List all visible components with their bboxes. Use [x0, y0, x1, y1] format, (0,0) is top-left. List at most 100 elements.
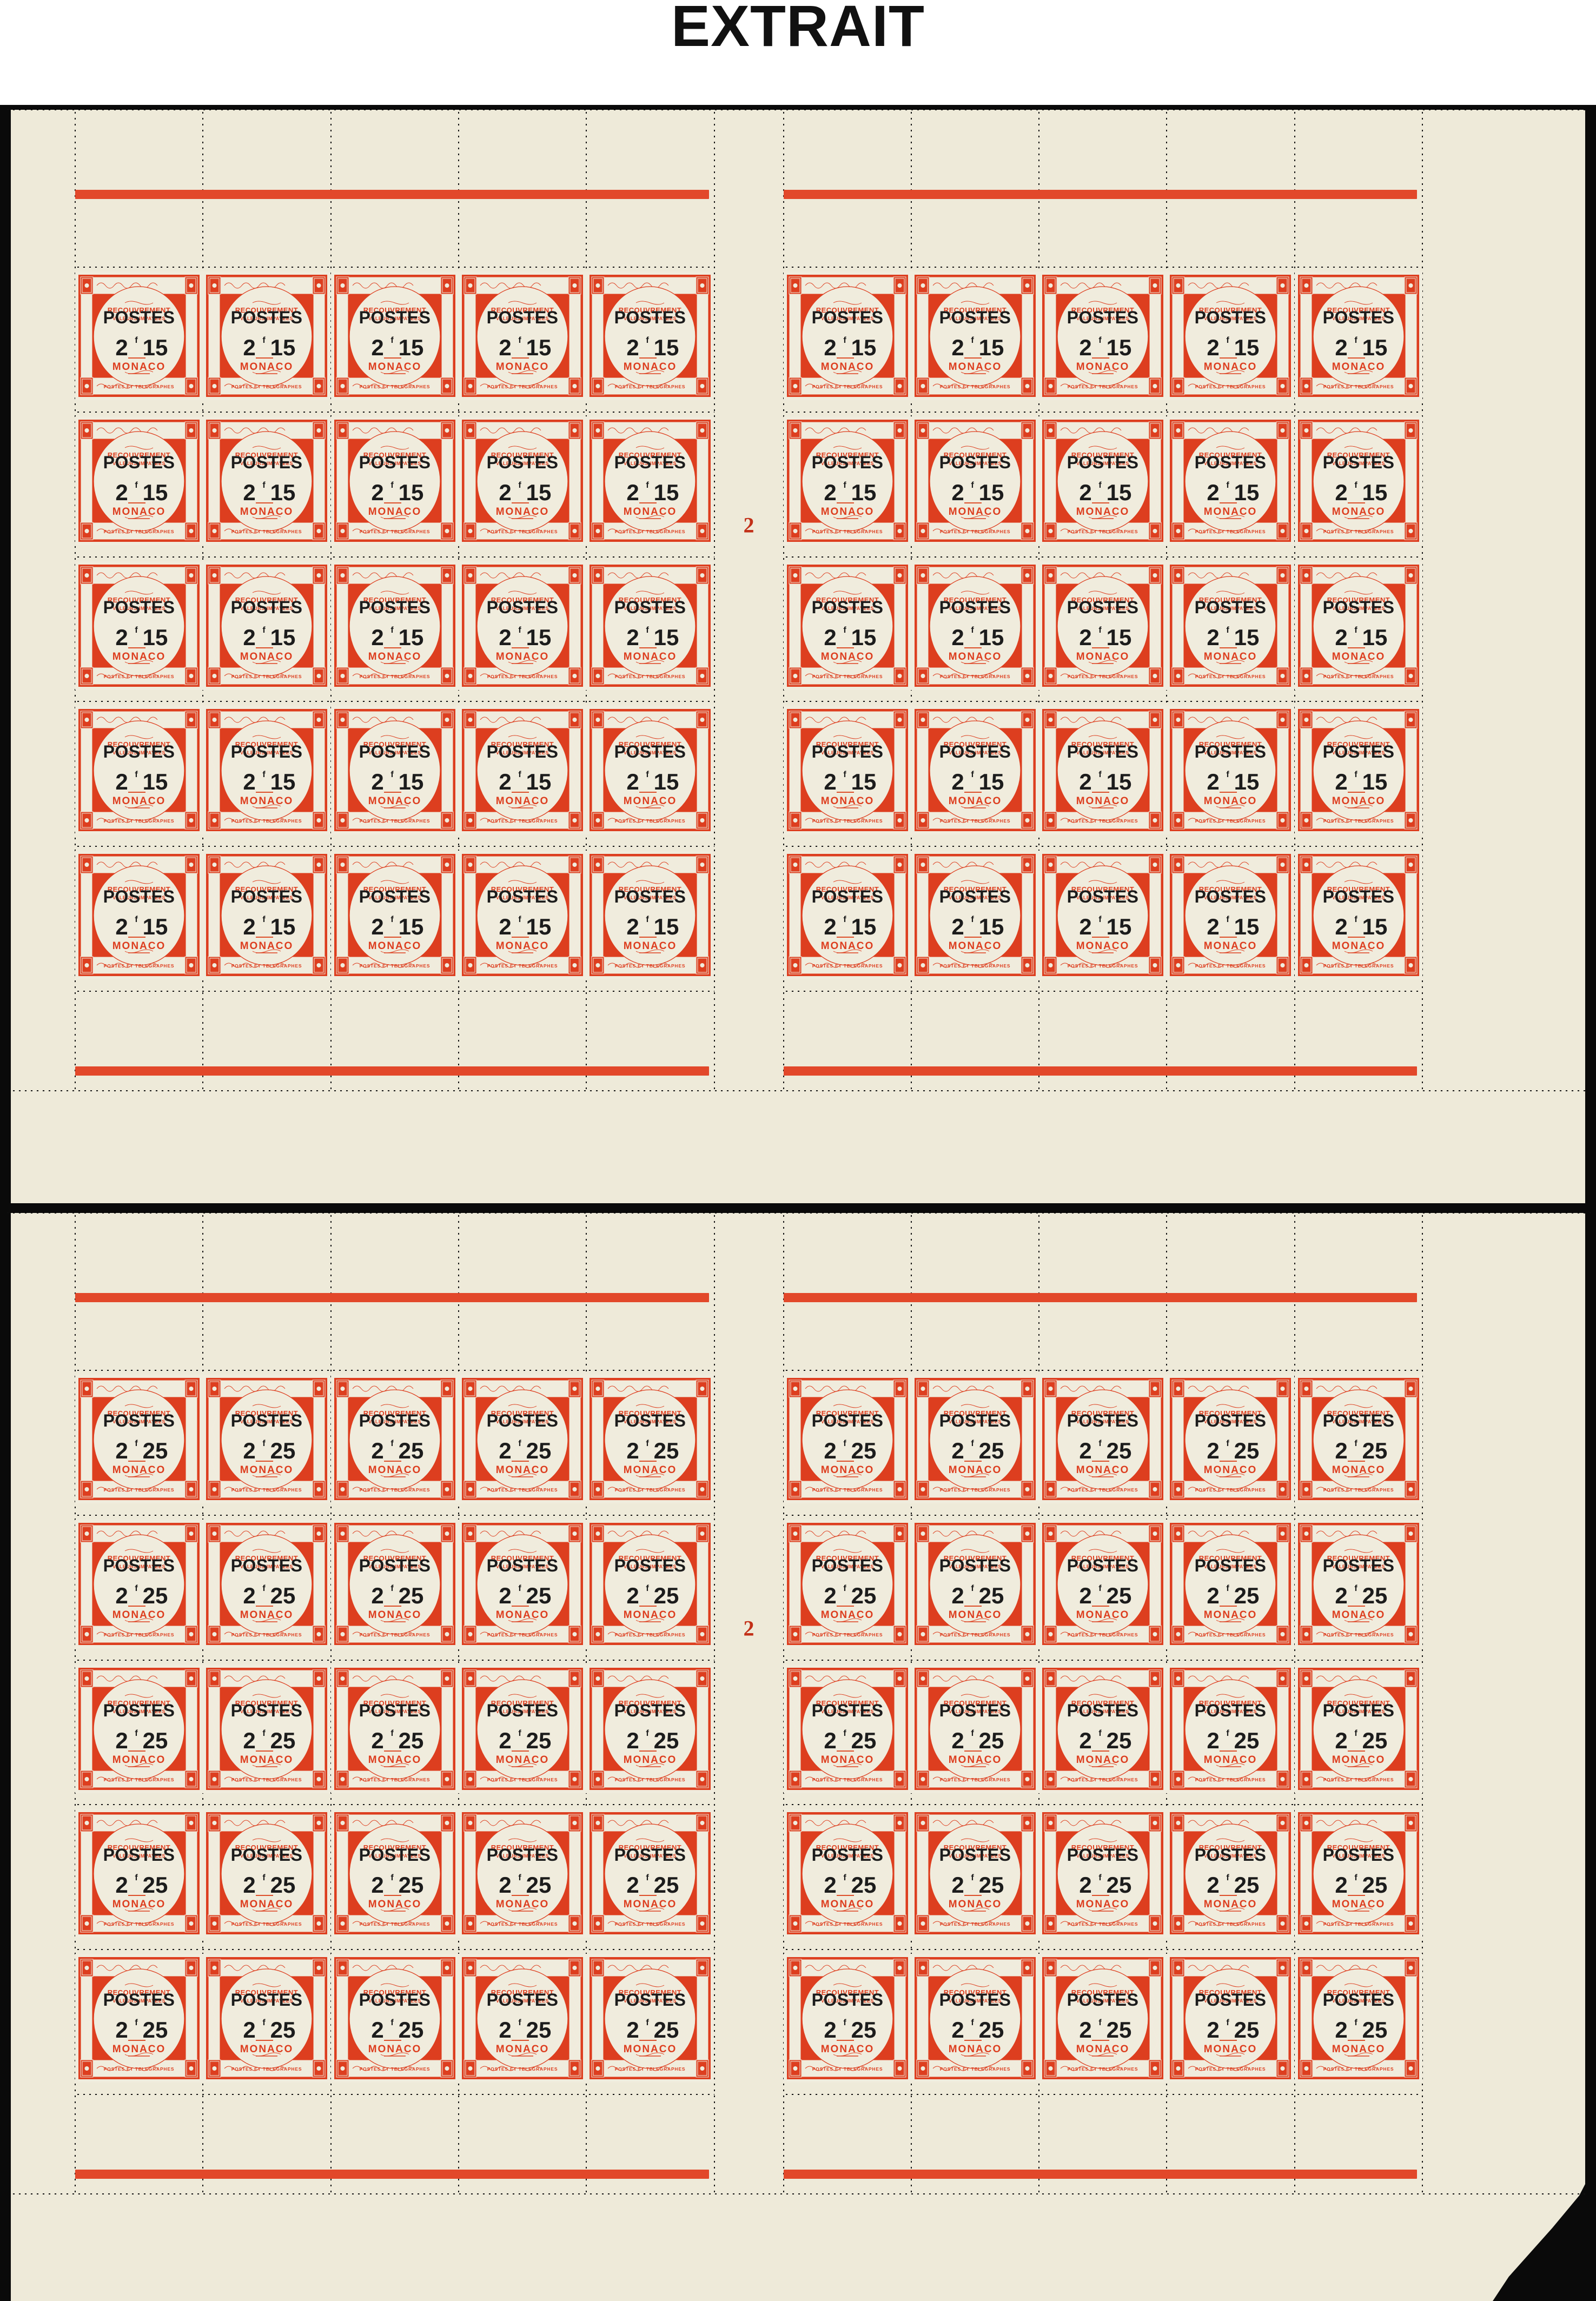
svg-text:POSTES: POSTES [1067, 742, 1139, 761]
svg-text:25: 25 [1362, 1872, 1387, 1898]
svg-text:15: 15 [978, 914, 1004, 939]
svg-text:2: 2 [627, 625, 639, 650]
svg-text:15: 15 [398, 769, 423, 794]
svg-text:15: 15 [398, 480, 423, 505]
svg-text:25: 25 [1362, 2017, 1387, 2043]
svg-text:f: f [1098, 1729, 1102, 1738]
svg-text:2: 2 [243, 625, 256, 650]
svg-text:f: f [135, 1439, 138, 1448]
svg-text:15: 15 [1362, 769, 1387, 794]
svg-text:2: 2 [1335, 769, 1347, 794]
svg-text:f: f [1098, 1439, 1102, 1448]
svg-text:POSTES: POSTES [103, 308, 175, 327]
svg-text:2: 2 [499, 1438, 511, 1463]
svg-text:25: 25 [654, 1728, 679, 1753]
svg-text:15: 15 [1234, 625, 1260, 650]
svg-text:POSTES: POSTES [1067, 1701, 1139, 1720]
svg-text:f: f [1227, 1729, 1230, 1738]
svg-text:25: 25 [851, 1728, 876, 1753]
svg-text:15: 15 [851, 914, 876, 939]
svg-text:POSTES: POSTES [359, 887, 431, 906]
svg-text:POSTES: POSTES [1195, 1556, 1267, 1575]
svg-text:f: f [390, 481, 394, 490]
svg-text:2: 2 [115, 1872, 128, 1898]
svg-text:POSTES: POSTES [486, 453, 558, 472]
svg-text:2: 2 [371, 769, 383, 794]
svg-text:25: 25 [143, 2017, 168, 2043]
svg-text:15: 15 [978, 625, 1004, 650]
svg-text:25: 25 [398, 1872, 423, 1898]
svg-text:f: f [135, 626, 138, 635]
svg-text:POSTES: POSTES [939, 887, 1011, 906]
svg-text:POSTES: POSTES [614, 887, 686, 906]
svg-text:25: 25 [1234, 1872, 1260, 1898]
svg-text:POSTES: POSTES [1067, 598, 1139, 617]
svg-text:25: 25 [1107, 2017, 1132, 2043]
svg-text:15: 15 [1107, 914, 1132, 939]
svg-text:2: 2 [243, 335, 256, 360]
svg-text:2: 2 [1335, 1728, 1347, 1753]
svg-text:15: 15 [851, 335, 876, 360]
svg-text:f: f [646, 1729, 650, 1738]
svg-text:POSTES: POSTES [486, 598, 558, 617]
svg-text:2: 2 [115, 1438, 128, 1463]
svg-text:POSTES: POSTES [1195, 887, 1267, 906]
svg-text:2: 2 [1207, 2017, 1220, 2043]
svg-text:f: f [646, 770, 650, 779]
svg-text:2: 2 [627, 335, 639, 360]
svg-text:15: 15 [398, 625, 423, 650]
svg-text:POSTES: POSTES [1322, 308, 1394, 327]
svg-text:f: f [1098, 1873, 1102, 1882]
svg-text:2: 2 [499, 335, 511, 360]
svg-text:2: 2 [1335, 480, 1347, 505]
svg-text:POSTES: POSTES [486, 742, 558, 761]
svg-text:POSTES: POSTES [359, 1556, 431, 1575]
svg-text:2: 2 [1207, 335, 1220, 360]
svg-text:2: 2 [243, 1728, 256, 1753]
svg-text:f: f [843, 1729, 846, 1738]
svg-text:2: 2 [115, 914, 128, 939]
svg-text:POSTES: POSTES [103, 1845, 175, 1865]
svg-text:2: 2 [243, 2017, 256, 2043]
svg-text:2: 2 [1079, 1728, 1091, 1753]
svg-text:f: f [518, 2018, 521, 2027]
svg-text:15: 15 [398, 335, 423, 360]
svg-text:2: 2 [1207, 1872, 1220, 1898]
svg-text:f: f [390, 2018, 394, 2027]
svg-text:2: 2 [371, 1583, 383, 1608]
svg-text:POSTES: POSTES [231, 598, 303, 617]
svg-text:2: 2 [1207, 769, 1220, 794]
svg-text:f: f [843, 915, 846, 924]
svg-text:25: 25 [270, 1728, 296, 1753]
svg-text:25: 25 [1107, 1872, 1132, 1898]
svg-text:2: 2 [951, 2017, 964, 2043]
svg-text:2: 2 [1079, 914, 1091, 939]
svg-text:f: f [518, 1439, 521, 1448]
svg-text:25: 25 [654, 1438, 679, 1463]
svg-text:15: 15 [526, 625, 552, 650]
svg-text:f: f [1354, 915, 1357, 924]
svg-text:15: 15 [143, 914, 168, 939]
svg-text:POSTES: POSTES [1322, 1845, 1394, 1865]
svg-text:25: 25 [1107, 1583, 1132, 1608]
svg-text:f: f [390, 336, 394, 345]
svg-text:25: 25 [654, 2017, 679, 2043]
svg-text:f: f [135, 1584, 138, 1593]
svg-text:f: f [135, 915, 138, 924]
svg-text:f: f [1354, 770, 1357, 779]
svg-text:f: f [263, 626, 266, 635]
svg-text:POSTES: POSTES [486, 1701, 558, 1720]
svg-text:POSTES: POSTES [614, 598, 686, 617]
svg-text:2: 2 [499, 1583, 511, 1608]
svg-text:POSTES: POSTES [811, 742, 883, 761]
svg-text:15: 15 [398, 914, 423, 939]
svg-text:f: f [646, 1439, 650, 1448]
svg-text:25: 25 [398, 1438, 423, 1463]
svg-text:25: 25 [526, 2017, 552, 2043]
svg-text:POSTES: POSTES [103, 598, 175, 617]
svg-text:2: 2 [371, 480, 383, 505]
svg-text:2: 2 [627, 1872, 639, 1898]
svg-text:15: 15 [978, 480, 1004, 505]
svg-text:15: 15 [851, 769, 876, 794]
svg-text:POSTES: POSTES [614, 308, 686, 327]
